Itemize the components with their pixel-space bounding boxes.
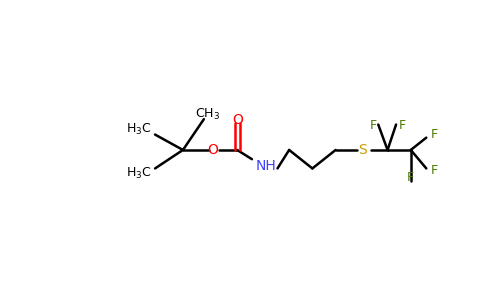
Text: F: F xyxy=(398,119,406,132)
Text: O: O xyxy=(232,113,242,127)
Text: S: S xyxy=(358,143,367,157)
Text: H$_3$C: H$_3$C xyxy=(126,166,152,181)
Text: F: F xyxy=(431,128,438,141)
Text: CH$_3$: CH$_3$ xyxy=(195,107,220,122)
Text: F: F xyxy=(407,171,414,184)
Text: O: O xyxy=(208,143,219,157)
Text: H$_3$C: H$_3$C xyxy=(126,122,152,137)
Text: F: F xyxy=(370,119,377,132)
Text: NH: NH xyxy=(256,159,276,173)
Text: F: F xyxy=(431,164,438,177)
